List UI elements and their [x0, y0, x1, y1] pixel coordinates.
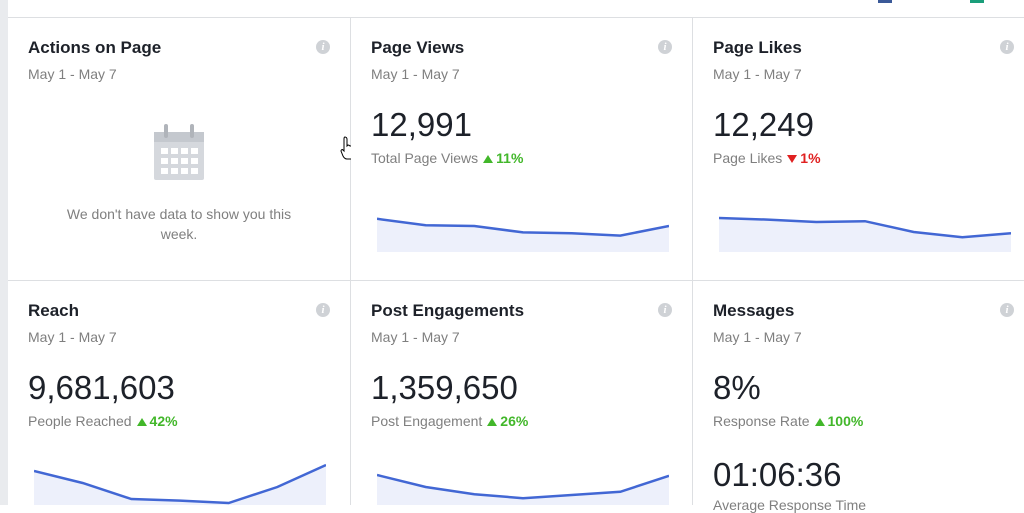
metric-label: Post Engagement — [371, 413, 483, 429]
info-icon[interactable]: i — [1000, 40, 1014, 54]
card-date-range: May 1 - May 7 — [713, 66, 802, 82]
card-title: Page Views — [371, 38, 465, 57]
top-toolbar-edge — [8, 0, 1024, 18]
metric-sub-row: People Reached 42% — [28, 413, 178, 429]
sparkline-chart — [34, 461, 326, 505]
card-title: Reach — [28, 301, 80, 320]
empty-state-message: We don't have data to show you this week… — [66, 206, 292, 242]
sparkline-line — [377, 475, 669, 498]
down-arrow-icon — [787, 154, 798, 163]
card-page-views[interactable]: Page Views May 1 - May 7 i 12,991 Total … — [351, 18, 693, 281]
metric-value: 8% — [713, 369, 761, 406]
sparkline-chart — [719, 208, 1011, 252]
card-date-range: May 1 - May 7 — [371, 66, 460, 82]
sparkline-line — [34, 465, 326, 503]
metric-label: Total Page Views — [371, 150, 479, 166]
card-page-likes[interactable]: Page Likes May 1 - May 7 i 12,249 Page L… — [693, 18, 1024, 281]
sparkline-line — [377, 219, 669, 236]
metric-label: People Reached — [28, 413, 132, 429]
card-date-range: May 1 - May 7 — [28, 66, 117, 82]
metric-delta: 100% — [827, 413, 864, 429]
sparkline-area — [377, 218, 669, 252]
sparkline-area — [719, 218, 1011, 252]
metric-delta: 42% — [149, 413, 178, 429]
card-reach[interactable]: Reach May 1 - May 7 i 9,681,603 People R… — [8, 281, 351, 505]
info-icon[interactable]: i — [658, 303, 672, 317]
card-messages[interactable]: Messages May 1 - May 7 i 8% Response Rat… — [693, 281, 1024, 513]
toolbar-icon-green[interactable] — [970, 0, 984, 3]
left-gutter — [0, 0, 8, 505]
sparkline-chart — [377, 208, 669, 252]
metric-sub-row: Total Page Views 11% — [371, 150, 523, 166]
metric-delta: 26% — [500, 413, 529, 429]
card-date-range: May 1 - May 7 — [371, 329, 460, 345]
card-title: Page Likes — [713, 38, 802, 57]
info-icon[interactable]: i — [316, 303, 330, 317]
card-title: Post Engagements — [371, 301, 525, 320]
metric-value: 1,359,650 — [371, 369, 518, 406]
sparkline-line — [719, 218, 1011, 237]
metric-label: Response Rate — [713, 413, 810, 429]
metric-delta: 1% — [800, 150, 821, 166]
metric-label: Page Likes — [713, 150, 783, 166]
card-date-range: May 1 - May 7 — [28, 329, 117, 345]
calendar-icon — [154, 124, 204, 180]
metric-sub-row: Page Likes 1% — [713, 150, 821, 166]
metric-sub-row: Post Engagement 26% — [371, 413, 528, 429]
metric-value: 9,681,603 — [28, 369, 175, 406]
card-title: Actions on Page — [28, 38, 162, 57]
info-icon[interactable]: i — [316, 40, 330, 54]
response-time-value: 01:06:36 — [713, 456, 842, 493]
response-time-label: Average Response Time — [713, 497, 867, 513]
up-arrow-icon — [483, 154, 494, 163]
sparkline-chart — [377, 461, 669, 505]
metric-value: 12,249 — [713, 106, 814, 143]
up-arrow-icon — [487, 417, 498, 426]
metric-value: 12,991 — [371, 106, 472, 143]
card-actions-on-page[interactable]: Actions on Page May 1 - May 7 i We don't… — [8, 18, 356, 281]
card-date-range: May 1 - May 7 — [713, 329, 802, 345]
sparkline-area — [377, 475, 669, 505]
metric-sub-row: Response Rate 100% — [713, 413, 863, 429]
up-arrow-icon — [814, 417, 825, 426]
card-title: Messages — [713, 301, 795, 320]
up-arrow-icon — [136, 417, 147, 426]
card-post-engagements[interactable]: Post Engagements May 1 - May 7 i 1,359,6… — [351, 281, 693, 505]
info-icon[interactable]: i — [658, 40, 672, 54]
metric-delta: 11% — [496, 150, 524, 166]
info-icon[interactable]: i — [1000, 303, 1014, 317]
toolbar-icon-blue[interactable] — [878, 0, 892, 3]
